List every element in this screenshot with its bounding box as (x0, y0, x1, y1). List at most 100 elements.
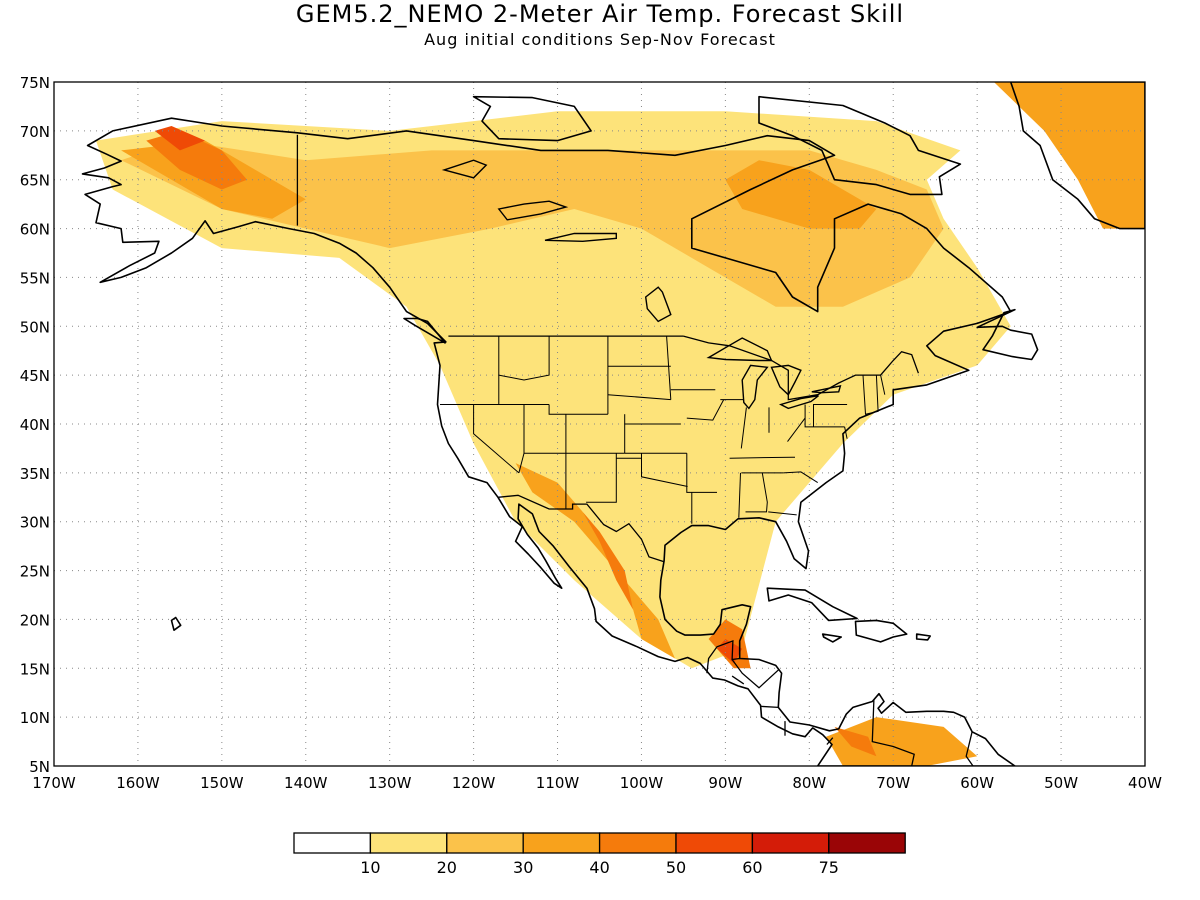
colorbar-swatch (751, 832, 830, 854)
coastline (821, 633, 843, 643)
coastlines (81, 82, 1145, 766)
country-border (731, 659, 780, 689)
state-border (738, 472, 741, 518)
state-border (686, 453, 717, 493)
state-border (641, 453, 688, 487)
coastline (403, 317, 446, 344)
longitude-labels: 170W 160W 150W 140W 130W 120W 110W 100W 90W 80W 70… (32, 774, 1162, 792)
country-border (683, 335, 920, 401)
state-border (804, 404, 845, 428)
coastline (1009, 82, 1145, 230)
lon-tick-label: 50W (1044, 774, 1078, 792)
lat-tick-label: 75N (20, 74, 50, 92)
lat-tick-label: 35N (20, 465, 50, 483)
state-border (666, 336, 672, 400)
lake-outline (811, 384, 842, 394)
lat-tick-label: 45N (20, 367, 50, 385)
map-subtitle: Aug initial conditions Sep-Nov Forecast (424, 30, 776, 49)
lake-outline (544, 232, 617, 243)
skill-region-6 (146, 130, 247, 190)
state-border (813, 404, 848, 427)
lake-outline (706, 337, 773, 362)
colorbar-swatch (675, 832, 754, 854)
lon-tick-label: 60W (960, 774, 994, 792)
lake-outline (778, 395, 819, 410)
state-border (844, 426, 848, 439)
lat-tick-label: 20N (20, 611, 50, 629)
colorbar-label: 30 (513, 858, 533, 877)
state-border (880, 374, 886, 395)
lon-tick-label: 90W (708, 774, 742, 792)
state-border (686, 399, 725, 421)
skill-region-9 (834, 726, 877, 757)
lat-tick-label: 55N (20, 269, 50, 287)
lon-tick-label: 40W (1128, 774, 1162, 792)
colorbar-swatch (598, 832, 677, 854)
country-border (706, 639, 740, 674)
state-border (783, 471, 818, 484)
lon-tick-label: 160W (116, 774, 160, 792)
coastline (170, 616, 182, 632)
state-border (740, 407, 747, 449)
state-border (862, 375, 879, 415)
lon-tick-label: 100W (620, 774, 664, 792)
skill-region-4 (515, 463, 675, 659)
lon-tick-label: 120W (452, 774, 496, 792)
lon-tick-label: 80W (792, 774, 826, 792)
country-border (761, 705, 779, 709)
lat-tick-label: 40N (20, 416, 50, 434)
colorbar-swatch (522, 832, 601, 854)
colorbar-label: 60 (742, 858, 762, 877)
lat-tick-label: 60N (20, 221, 50, 239)
state-border (729, 456, 795, 459)
lon-tick-label: 150W (200, 774, 244, 792)
lat-tick-label: 15N (20, 660, 50, 678)
country-border (871, 699, 915, 766)
lat-tick-label: 30N (20, 514, 50, 532)
state-border (607, 394, 671, 401)
lat-tick-label: 50N (20, 318, 50, 336)
coastline (854, 619, 908, 643)
state-border (745, 472, 768, 513)
colorbar-label: 20 (437, 858, 457, 877)
country-border (497, 494, 665, 563)
colorbar: 10 20 30 40 50 60 75 (293, 832, 906, 877)
skill-region-10 (154, 126, 206, 151)
lon-tick-label: 130W (368, 774, 412, 792)
colorbar-swatch (293, 832, 372, 854)
colorbar-label: 40 (589, 858, 609, 877)
lat-tick-label: 70N (20, 123, 50, 141)
colorbar-label: 75 (819, 858, 839, 877)
coastline (472, 95, 592, 142)
lon-tick-label: 70W (876, 774, 910, 792)
country-border (965, 731, 974, 766)
latitude-labels: 75N 70N 65N 60N 55N 50N 45N 40N 35N 30N 25N 20N 15N 1… (20, 74, 50, 776)
lat-tick-label: 65N (20, 172, 50, 190)
state-border (473, 404, 520, 474)
map-title: GEM5.2_NEMO 2-Meter Air Temp. Forecast S… (295, 0, 905, 28)
coastline (915, 633, 932, 641)
skill-region-3 (725, 160, 877, 229)
lat-tick-label: 10N (20, 709, 50, 727)
coastline (766, 587, 858, 622)
colorbar-label: 10 (360, 858, 380, 877)
lake-outline (741, 364, 769, 410)
lon-tick-label: 170W (32, 774, 76, 792)
coastline (81, 117, 1016, 766)
lat-tick-label: 5N (29, 758, 50, 776)
state-border (768, 511, 797, 516)
lon-tick-label: 110W (536, 774, 580, 792)
coastline (758, 95, 962, 196)
country-border (826, 737, 834, 745)
plot-frame (53, 81, 1146, 767)
skill-region-12 (993, 82, 1145, 229)
colorbar-swatch (369, 832, 448, 854)
state-border (586, 453, 617, 503)
colorbar-swatch (446, 832, 524, 854)
lake-outline (441, 159, 488, 179)
lat-tick-label: 25N (20, 563, 50, 581)
state-border (787, 417, 806, 442)
lake-outline (644, 286, 672, 323)
country-border (731, 675, 745, 685)
lon-tick-label: 140W (284, 774, 328, 792)
